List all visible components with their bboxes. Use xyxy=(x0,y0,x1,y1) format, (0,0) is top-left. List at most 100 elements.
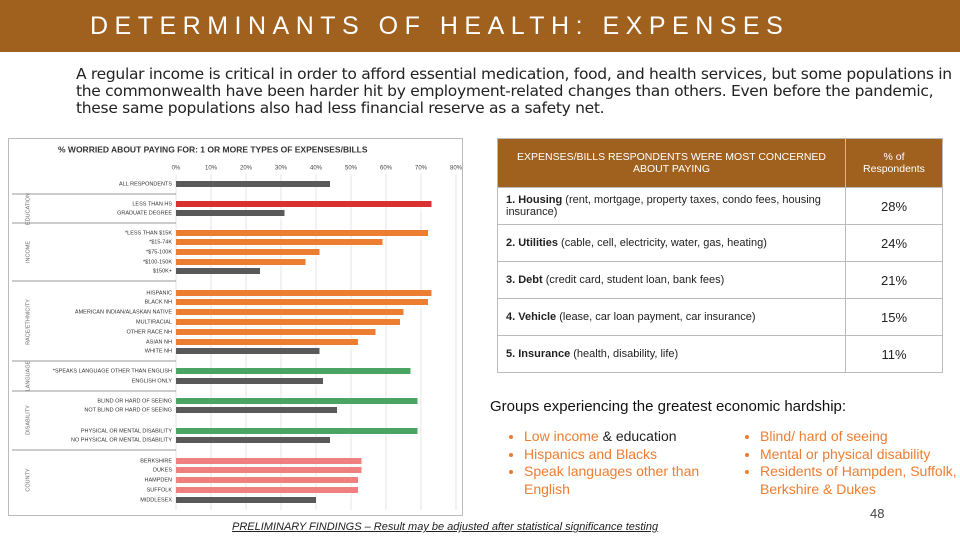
x-tick-label: 0% xyxy=(172,166,181,172)
x-tick-label: 30% xyxy=(275,166,288,172)
bar xyxy=(176,398,418,404)
category-label: OTHER RACE NH xyxy=(126,329,172,335)
value-label: 52% xyxy=(346,345,357,351)
category-label: *LESS THAN $15K xyxy=(125,230,172,236)
category-label: AMERICAN INDIAN/ALASKAN NATIVE xyxy=(75,309,172,315)
value-label: 37% xyxy=(293,265,304,271)
value-label: 73% xyxy=(419,296,430,302)
bar xyxy=(176,378,323,384)
value-label: 59% xyxy=(370,245,381,251)
item-detail: (rent, mortgage, property taxes, condo f… xyxy=(506,194,821,218)
bar xyxy=(176,259,306,265)
value-label: 41% xyxy=(307,354,318,360)
category-label: WHITE NH xyxy=(145,348,172,354)
bullet-text: Speak languages other than English xyxy=(524,463,700,497)
percent-cell: 11% xyxy=(845,335,943,373)
table-row: 4. Vehicle (lease, car loan payment, car… xyxy=(497,298,943,336)
slide-title: DETERMINANTS OF HEALTH: EXPENSES xyxy=(90,12,790,40)
bar xyxy=(176,477,358,483)
x-tick-label: 20% xyxy=(240,166,253,172)
table-row: 5. Insurance (health, disability, life) 1… xyxy=(497,335,943,373)
value-label: 46% xyxy=(325,413,336,419)
category-label: ALL RESPONDENTS xyxy=(119,181,172,187)
bar xyxy=(176,268,260,274)
bullet: Mental or physical disability xyxy=(760,446,960,464)
group-label: COUNTY xyxy=(25,468,31,492)
value-label: 52% xyxy=(346,483,357,489)
category-label: HAMPDEN xyxy=(144,477,172,483)
bar xyxy=(176,239,383,245)
page-number: 48 xyxy=(870,506,885,521)
bullet: Speak languages other than English xyxy=(524,463,724,498)
value-label: 53% xyxy=(349,464,360,470)
bar xyxy=(176,299,428,305)
x-tick-label: 10% xyxy=(205,166,218,172)
item-detail: (lease, car loan payment, car insurance) xyxy=(559,311,756,323)
bar xyxy=(176,201,432,207)
item-name: 2. Utilities xyxy=(506,237,558,249)
value-label: 31% xyxy=(272,216,283,222)
item-detail: (health, disability, life) xyxy=(573,348,679,360)
category-label: MULTIRACIAL xyxy=(136,319,172,325)
category-label: BLACK NH xyxy=(144,299,172,305)
x-tick-label: 60% xyxy=(380,166,393,172)
category-label: DUKES xyxy=(153,467,172,473)
bar xyxy=(176,319,400,325)
category-label: MIDDLESEX xyxy=(140,497,172,503)
bar xyxy=(176,497,316,503)
bullet: Low income & education xyxy=(524,428,724,446)
category-label: PHYSICAL OR MENTAL DISABILITY xyxy=(81,428,173,434)
percent-cell: 24% xyxy=(845,224,943,262)
bar xyxy=(176,249,320,255)
intro-text: A regular income is critical in order to… xyxy=(76,65,952,117)
bullet: Blind/ hard of seeing xyxy=(760,428,960,446)
category-label: BERKSHIRE xyxy=(140,458,172,464)
value-label: 72% xyxy=(416,236,427,242)
table-header: EXPENSES/BILLS RESPONDENTS WERE MOST CON… xyxy=(497,138,943,188)
header-cell: EXPENSES/BILLS RESPONDENTS WERE MOST CON… xyxy=(497,138,846,188)
value-label: 64% xyxy=(388,325,399,331)
table-row: 3. Debt (credit card, student loan, bank… xyxy=(497,261,943,299)
bullet-text: & education xyxy=(602,428,677,444)
item-detail: (credit card, student loan, bank fees) xyxy=(545,274,725,286)
item-cell: 3. Debt (credit card, student loan, bank… xyxy=(497,261,846,299)
header-bar: DETERMINANTS OF HEALTH: EXPENSES xyxy=(0,0,960,52)
value-label: 42% xyxy=(311,384,322,390)
value-label: 44% xyxy=(318,187,329,193)
bar xyxy=(176,437,330,443)
value-label: 52% xyxy=(346,493,357,499)
bullet-list: Blind/ hard of seeingMental or physical … xyxy=(730,428,960,498)
bar xyxy=(176,290,432,296)
item-name: 5. Insurance xyxy=(506,348,571,360)
bar xyxy=(176,407,337,413)
bar xyxy=(176,428,418,434)
value-label: 40% xyxy=(304,503,315,509)
bar xyxy=(176,210,285,216)
header-cell: % of Respondents xyxy=(845,138,943,188)
category-label: HISPANIC xyxy=(146,290,172,296)
chart: % WORRIED ABOUT PAYING FOR: 1 OR MORE TY… xyxy=(8,138,463,516)
bar xyxy=(176,467,362,473)
item-cell: 2. Utilities (cable, cell, electricity, … xyxy=(497,224,846,262)
category-label: NO PHYSICAL OR MENTAL DISABILITY xyxy=(71,437,172,443)
chart-title: % WORRIED ABOUT PAYING FOR: 1 OR MORE TY… xyxy=(58,144,368,154)
value-label: 57% xyxy=(363,335,374,341)
bullet-text: Low income xyxy=(524,428,599,444)
item-name: 1. Housing xyxy=(506,194,563,206)
table-row: 2. Utilities (cable, cell, electricity, … xyxy=(497,224,943,262)
x-tick-label: 70% xyxy=(415,166,428,172)
bar xyxy=(176,309,404,315)
category-label: BLIND OR HARD OF SEEING xyxy=(97,398,172,404)
bullet-list: Low income & educationHispanics and Blac… xyxy=(494,428,724,498)
x-tick-label: 80% xyxy=(450,166,463,172)
category-label: ASIAN NH xyxy=(146,339,172,345)
group-label: INCOME xyxy=(25,241,31,263)
value-label: 73% xyxy=(419,207,430,213)
bar xyxy=(176,329,376,335)
footer-note: PRELIMINARY FINDINGS – Result may be adj… xyxy=(232,521,659,533)
bar xyxy=(176,368,411,374)
expenses-table: EXPENSES/BILLS RESPONDENTS WERE MOST CON… xyxy=(497,138,943,373)
category-label: NOT BLIND OR HARD OF SEEING xyxy=(84,407,172,413)
bar xyxy=(176,230,428,236)
